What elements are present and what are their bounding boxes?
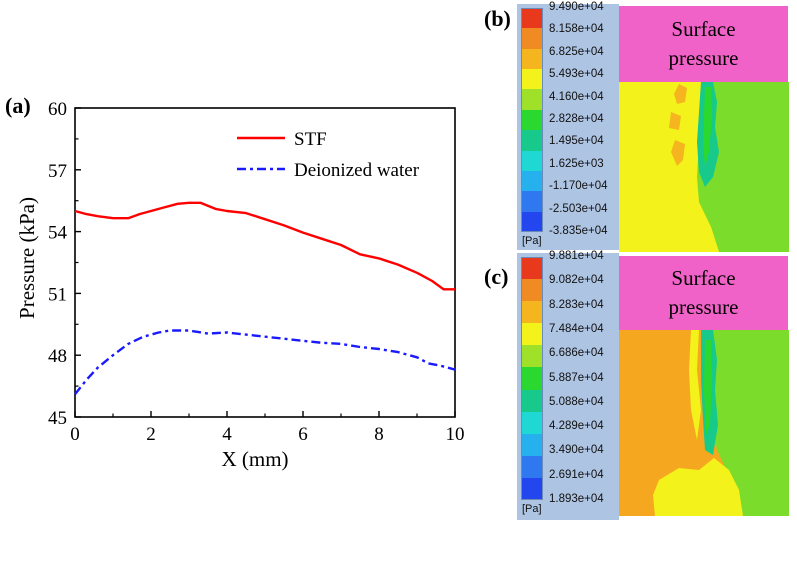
panel-label-a: (a) — [5, 93, 31, 118]
legend-label: Deionized water — [294, 160, 420, 181]
region-bottom-c — [653, 458, 743, 516]
colorbar-value-label: 2.828e+04 — [549, 113, 604, 125]
y-tick-label: 45 — [48, 408, 67, 429]
x-tick-label: 10 — [446, 424, 465, 445]
y-tick-label: 48 — [48, 346, 67, 367]
colorbar-segment — [521, 323, 543, 346]
colorbar-segment — [521, 69, 543, 90]
legend-label: STF — [294, 129, 327, 150]
colorbar-segment — [521, 411, 543, 435]
colorbar-segment — [521, 389, 543, 413]
surface-title-c: Surface pressure — [619, 256, 788, 330]
colorbar-segment — [521, 170, 543, 192]
colorbar-segment — [521, 477, 543, 501]
colorbar-value-label: -2.503e+04 — [549, 202, 608, 215]
colorbar-value-label: -3.835e+04 — [549, 225, 608, 237]
y-tick-label: 51 — [48, 284, 67, 305]
series-line-deionized-water — [74, 329, 456, 396]
x-tick-label: 4 — [222, 424, 232, 445]
y-axis-label: Pressure (kPa) — [15, 197, 39, 319]
panel-label-b: (b) — [484, 6, 511, 31]
colorbar-segment — [521, 150, 543, 172]
region-spot-b — [669, 84, 687, 166]
colorbar-segment — [521, 345, 543, 368]
colorbar-value-label: 2.691e+04 — [549, 468, 604, 481]
colorbar-segment — [521, 455, 543, 479]
region-band-inner-b — [703, 87, 712, 167]
colorbar-c — [521, 257, 543, 501]
colorbar-value-label: 9.490e+04 — [549, 1, 604, 13]
colorbar-value-label: 6.825e+04 — [549, 45, 604, 58]
x-tick-label: 0 — [70, 424, 80, 445]
colorbar-value-label: 5.493e+04 — [549, 68, 604, 81]
colorbar-value-label: 7.484e+04 — [549, 322, 604, 335]
colorbar-value-label: 5.088e+04 — [549, 395, 604, 408]
colorbar-value-label: 1.625e+03 — [549, 157, 604, 170]
colorbar-segment — [521, 48, 543, 70]
x-tick-label: 8 — [374, 424, 384, 445]
colorbar-value-label: 4.289e+04 — [549, 420, 604, 433]
series-line-stf — [74, 201, 455, 291]
colorbar-segment — [521, 89, 543, 111]
unit-label-c: [Pa] — [522, 503, 542, 515]
colorbar-segment — [521, 211, 543, 233]
colorbar-value-label: 1.495e+04 — [549, 135, 604, 148]
colorbar-value-label: -1.170e+04 — [549, 180, 608, 193]
colorbar-value-label: 1.893e+04 — [549, 493, 604, 505]
region-band-inner-c — [704, 340, 712, 435]
colorbar-value-label: 3.490e+04 — [549, 444, 604, 457]
x-tick-label: 6 — [298, 424, 308, 445]
x-tick-label: 2 — [146, 424, 156, 445]
colorbar-segment — [521, 367, 543, 391]
contour-b — [619, 82, 789, 252]
colorbar-segment — [521, 191, 543, 213]
colorbar-value-label: 4.160e+04 — [549, 90, 604, 103]
region-edge-c — [689, 330, 701, 440]
colorbar-segment — [521, 109, 543, 131]
y-tick-label: 60 — [48, 99, 67, 120]
colorbar-outline — [521, 257, 543, 500]
y-tick-label: 54 — [48, 223, 68, 244]
region-bottom-b — [689, 192, 719, 252]
unit-label-b: [Pa] — [522, 235, 542, 247]
contour-c — [619, 330, 789, 516]
y-tick-label: 57 — [48, 161, 67, 182]
colorbar-outline — [521, 8, 543, 232]
colorbar-segment — [521, 130, 543, 152]
colorbar-segment — [521, 257, 543, 280]
colorbar-segment — [521, 301, 543, 324]
plot-frame — [74, 107, 456, 418]
colorbar-b — [521, 8, 543, 233]
colorbar-value-label: 6.686e+04 — [549, 347, 604, 360]
surface-title-b: Surface pressure — [619, 6, 788, 82]
colorbar-value-label: 8.158e+04 — [549, 23, 604, 36]
colorbar-value-label: 9.881e+04 — [549, 250, 604, 262]
panel-label-c: (c) — [484, 264, 509, 289]
x-axis-label: X (mm) — [221, 447, 288, 471]
colorbar-segment — [521, 8, 543, 29]
colorbar-value-label: 8.283e+04 — [549, 298, 604, 311]
colorbar-segment — [521, 433, 543, 457]
region-right-b — [697, 82, 789, 252]
colorbar-value-label: 5.887e+04 — [549, 371, 604, 384]
colorbar-segment — [521, 279, 543, 302]
colorbar-value-label: 9.082e+04 — [549, 274, 604, 287]
line-chart: 0 2 4 6 8 10 45 48 51 54 57 60 STF Deionized water X … — [15, 99, 465, 471]
colorbar-segment — [521, 28, 543, 50]
